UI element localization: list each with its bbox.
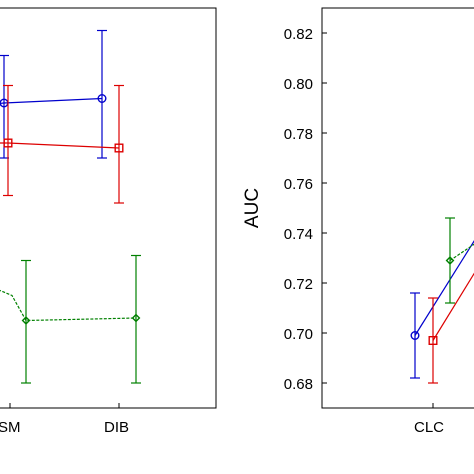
right-x-tick-label-0: CLC [414, 419, 444, 436]
right-y-tick-label-6: 0.80 [284, 76, 313, 93]
right-plot-frame [321, 7, 474, 409]
left-series-1-line [0, 142, 120, 149]
left-series-2-point-1 [131, 313, 141, 323]
right-y-tick-label-4: 0.76 [284, 176, 313, 193]
left-series-2-point-0 [21, 316, 31, 325]
right-y-axis-title: AUC [242, 188, 263, 228]
right-y-tick-label-0: 0.68 [284, 376, 313, 393]
right-series-1-point-0 [428, 336, 438, 346]
left-series-1-point-1 [114, 143, 124, 153]
left-x-tick-label-0: SM [0, 419, 21, 436]
left-series-2-line [0, 289, 137, 322]
left-x-tick-label-1: DIB [104, 419, 129, 436]
right-y-tick-label-2: 0.72 [284, 276, 313, 293]
right-y-tick-label-5: 0.78 [284, 126, 313, 143]
left-series-1-point-0 [3, 138, 13, 148]
left-series-1-errorbar-0 [3, 84, 13, 197]
right-series-2-point-0 [445, 256, 455, 265]
right-series-0-line [414, 240, 474, 336]
right-series-2-errorbar-0 [445, 217, 455, 304]
left-series-0-point-1 [97, 93, 107, 103]
left-plot [0, 29, 141, 408]
right-y-tick-label-7: 0.82 [284, 26, 313, 43]
left-series-0-line [0, 97, 103, 105]
right-y-tick-label-3: 0.74 [284, 226, 313, 243]
right-y-tick-label-1: 0.70 [284, 326, 313, 343]
right-series-1-line [432, 272, 474, 341]
right-series-0-errorbar-0 [410, 292, 420, 379]
left-series-2-errorbar-1 [131, 254, 141, 384]
left-plot-frame [0, 7, 217, 409]
right-plot [322, 32, 474, 408]
left-series-2-errorbar-0 [21, 259, 31, 384]
right-series-1-errorbar-0 [428, 297, 438, 384]
right-series-0-point-0 [410, 331, 420, 341]
right-series-2-line [449, 243, 474, 261]
